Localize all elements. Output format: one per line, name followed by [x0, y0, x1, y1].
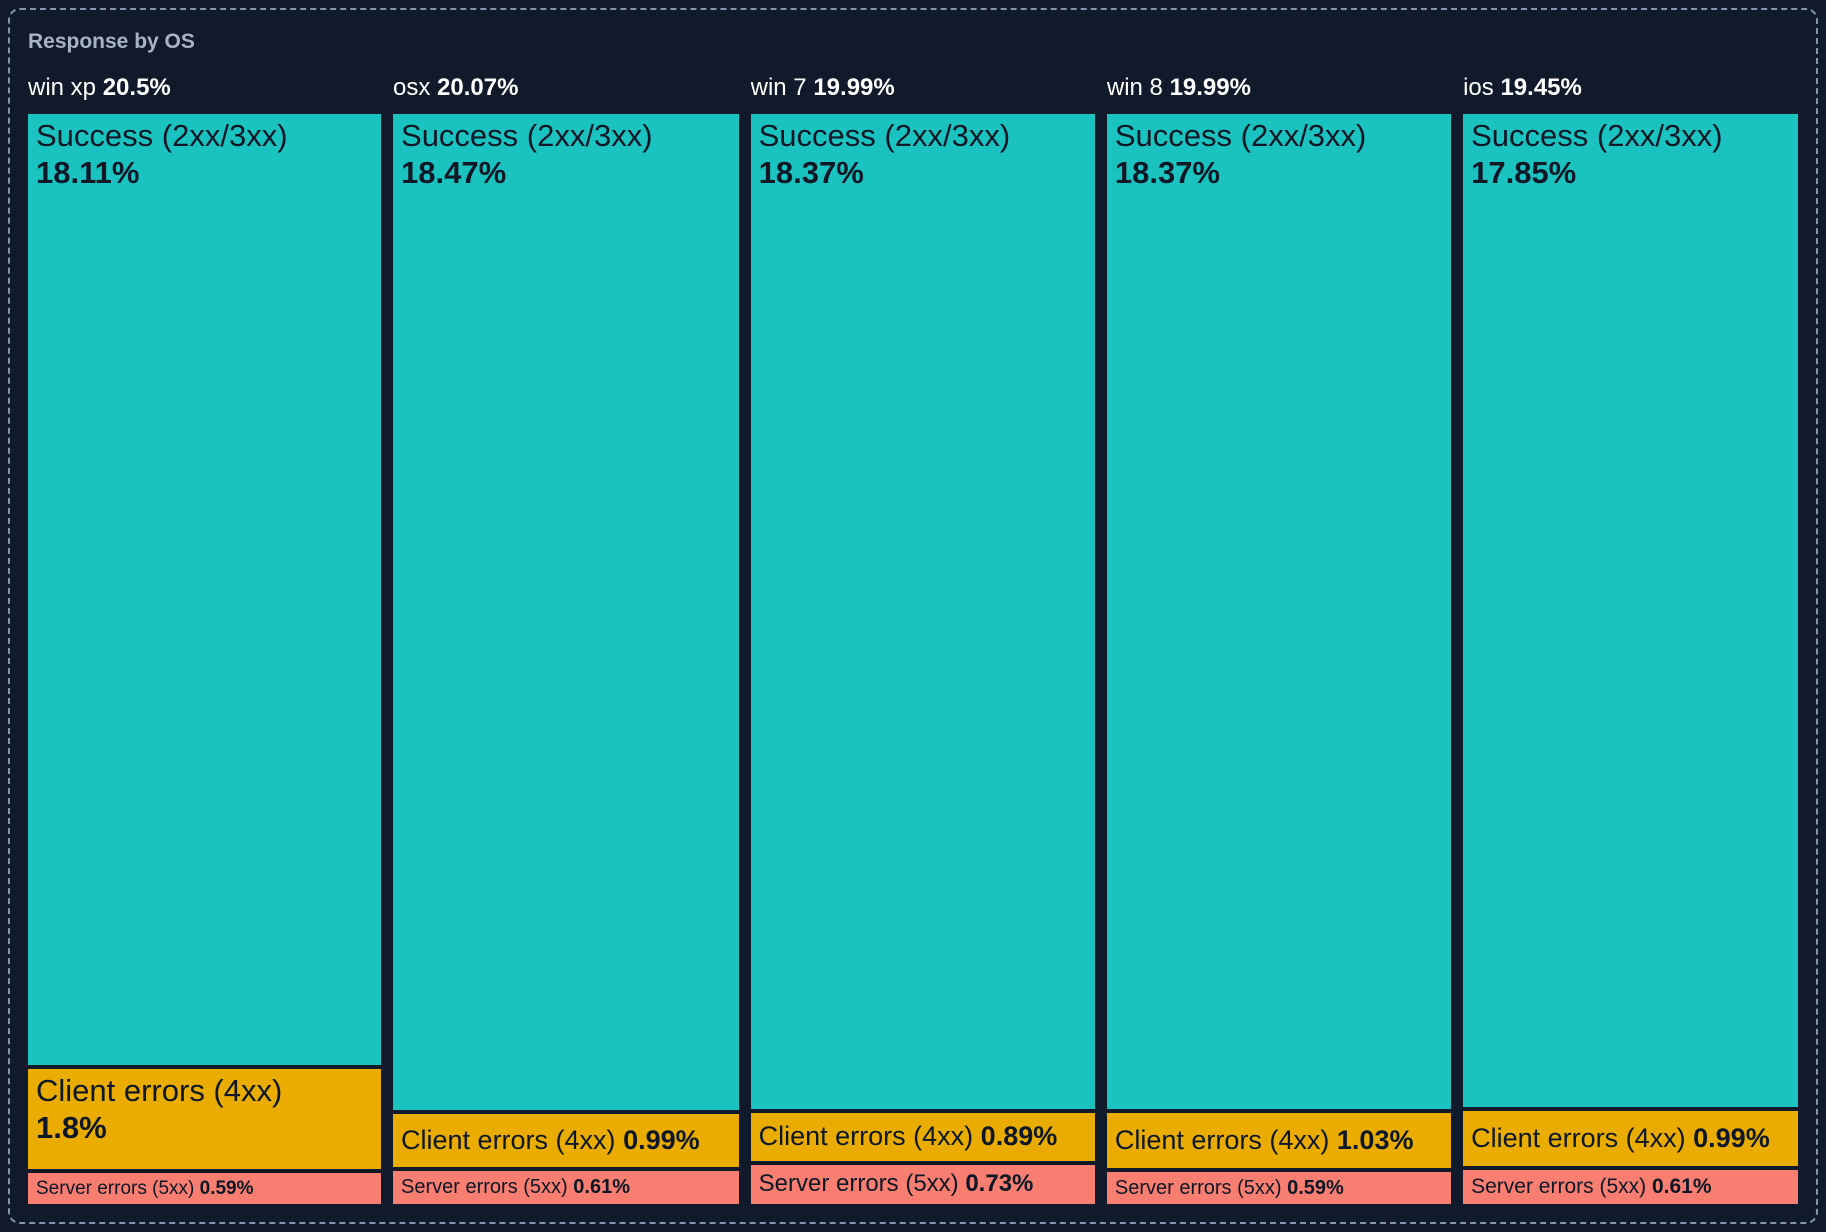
segment-value: 18.11%	[36, 155, 140, 190]
segment-label: Server errors (5xx)	[758, 1170, 966, 1198]
os-label-ios: ios 19.45%	[1463, 72, 1798, 104]
response-by-os-panel: Response by OS win xp 20.5% Success (2xx/…	[8, 8, 1818, 1224]
os-column-ios: ios 19.45% Success (2xx/3xx) 17.85% Client …	[1463, 72, 1799, 1204]
os-name: osx	[393, 74, 438, 101]
segment-value: 0.99%	[623, 1125, 700, 1156]
os-name: win xp	[28, 74, 103, 101]
segment-label: Success (2xx/3xx)	[401, 118, 653, 153]
segment-success-ios[interactable]: Success (2xx/3xx) 17.85%	[1463, 114, 1799, 1108]
os-segment-stack: Success (2xx/3xx) 18.47% Client errors (4x…	[393, 114, 739, 1204]
segment-label: Client errors (4xx)	[1471, 1123, 1694, 1154]
segment-client-win-7[interactable]: Client errors (4xx) 0.89%	[750, 1112, 1095, 1161]
segment-label: Server errors (5xx)	[1471, 1175, 1652, 1199]
os-segment-stack: Success (2xx/3xx) 17.85% Client errors (4x…	[1463, 114, 1799, 1204]
segment-value: 0.73%	[965, 1170, 1034, 1198]
os-label-osx: osx 20.07%	[393, 72, 739, 104]
segment-value: 0.61%	[1651, 1175, 1712, 1199]
os-share-value: 19.99%	[813, 74, 895, 101]
segment-label: Server errors (5xx)	[36, 1177, 200, 1199]
segment-value: 1.8%	[36, 1110, 107, 1146]
os-label-win-xp: win xp 20.5%	[28, 72, 381, 104]
panel-title: Response by OS	[28, 30, 195, 53]
os-segment-stack: Success (2xx/3xx) 18.37% Client errors (4x…	[750, 114, 1095, 1204]
segment-client-ios[interactable]: Client errors (4xx) 0.99%	[1463, 1111, 1799, 1167]
os-share-value: 19.45%	[1500, 74, 1582, 101]
segment-value: 18.37%	[758, 155, 864, 190]
segment-value: 0.61%	[573, 1176, 630, 1199]
segment-server-win-8[interactable]: Server errors (5xx) 0.59%	[1106, 1172, 1452, 1204]
os-share-value: 19.99%	[1169, 74, 1251, 101]
segment-label: Server errors (5xx)	[1114, 1176, 1288, 1199]
os-segment-stack: Success (2xx/3xx) 18.37% Client errors (4x…	[1106, 114, 1452, 1204]
segment-label: Server errors (5xx)	[401, 1176, 574, 1199]
segment-server-osx[interactable]: Server errors (5xx) 0.61%	[393, 1171, 739, 1204]
os-name: win 8	[1106, 74, 1170, 101]
os-share-value: 20.07%	[437, 74, 519, 101]
segment-success-win-xp[interactable]: Success (2xx/3xx) 18.11%	[28, 114, 382, 1066]
os-segment-stack: Success (2xx/3xx) 18.11% Client errors (4x…	[28, 114, 382, 1204]
os-label-win-8: win 8 19.99%	[1107, 72, 1451, 104]
os-column-osx: osx 20.07% Success (2xx/3xx) 18.47% Client …	[393, 72, 739, 1204]
segment-value: 18.47%	[401, 155, 507, 190]
segment-value: 1.03%	[1336, 1125, 1414, 1156]
segment-client-win-xp[interactable]: Client errors (4xx) 1.8%	[28, 1069, 382, 1170]
segment-success-win-7[interactable]: Success (2xx/3xx) 18.37%	[750, 114, 1095, 1109]
os-column-win-8: win 8 19.99% Success (2xx/3xx) 18.37% Clien…	[1106, 72, 1452, 1204]
segment-value: 0.59%	[199, 1177, 254, 1199]
segment-server-win-xp[interactable]: Server errors (5xx) 0.59%	[28, 1173, 382, 1204]
segment-label: Success (2xx/3xx)	[1114, 118, 1367, 153]
segment-label: Client errors (4xx)	[758, 1121, 981, 1152]
os-column-win-xp: win xp 20.5% Success (2xx/3xx) 18.11% Clien…	[28, 72, 382, 1204]
segment-client-win-8[interactable]: Client errors (4xx) 1.03%	[1106, 1112, 1452, 1169]
icicle-chart: win xp 20.5% Success (2xx/3xx) 18.11% Clien…	[28, 72, 1799, 1204]
os-name: ios	[1463, 74, 1501, 101]
os-label-win-7: win 7 19.99%	[751, 72, 1095, 104]
segment-success-win-8[interactable]: Success (2xx/3xx) 18.37%	[1106, 114, 1452, 1109]
segment-label: Success (2xx/3xx)	[758, 118, 1011, 153]
segment-label: Client errors (4xx)	[401, 1125, 624, 1156]
segment-value: 18.37%	[1114, 155, 1220, 190]
segment-server-win-7[interactable]: Server errors (5xx) 0.73%	[750, 1164, 1095, 1204]
os-name: win 7	[750, 74, 814, 101]
os-share-value: 20.5%	[102, 74, 171, 101]
segment-success-osx[interactable]: Success (2xx/3xx) 18.47%	[393, 114, 739, 1111]
segment-server-ios[interactable]: Server errors (5xx) 0.61%	[1463, 1170, 1799, 1204]
segment-client-osx[interactable]: Client errors (4xx) 0.99%	[393, 1114, 739, 1168]
segment-label: Client errors (4xx)	[1114, 1125, 1337, 1156]
segment-value: 0.99%	[1693, 1123, 1770, 1154]
segment-value: 0.89%	[980, 1121, 1058, 1152]
segment-value: 0.59%	[1287, 1176, 1344, 1199]
segment-label: Client errors (4xx)	[36, 1073, 283, 1109]
segment-label: Success (2xx/3xx)	[1471, 118, 1723, 153]
os-column-win-7: win 7 19.99% Success (2xx/3xx) 18.37% Clien…	[750, 72, 1095, 1204]
segment-value: 17.85%	[1471, 155, 1577, 190]
segment-label: Success (2xx/3xx)	[36, 118, 288, 153]
